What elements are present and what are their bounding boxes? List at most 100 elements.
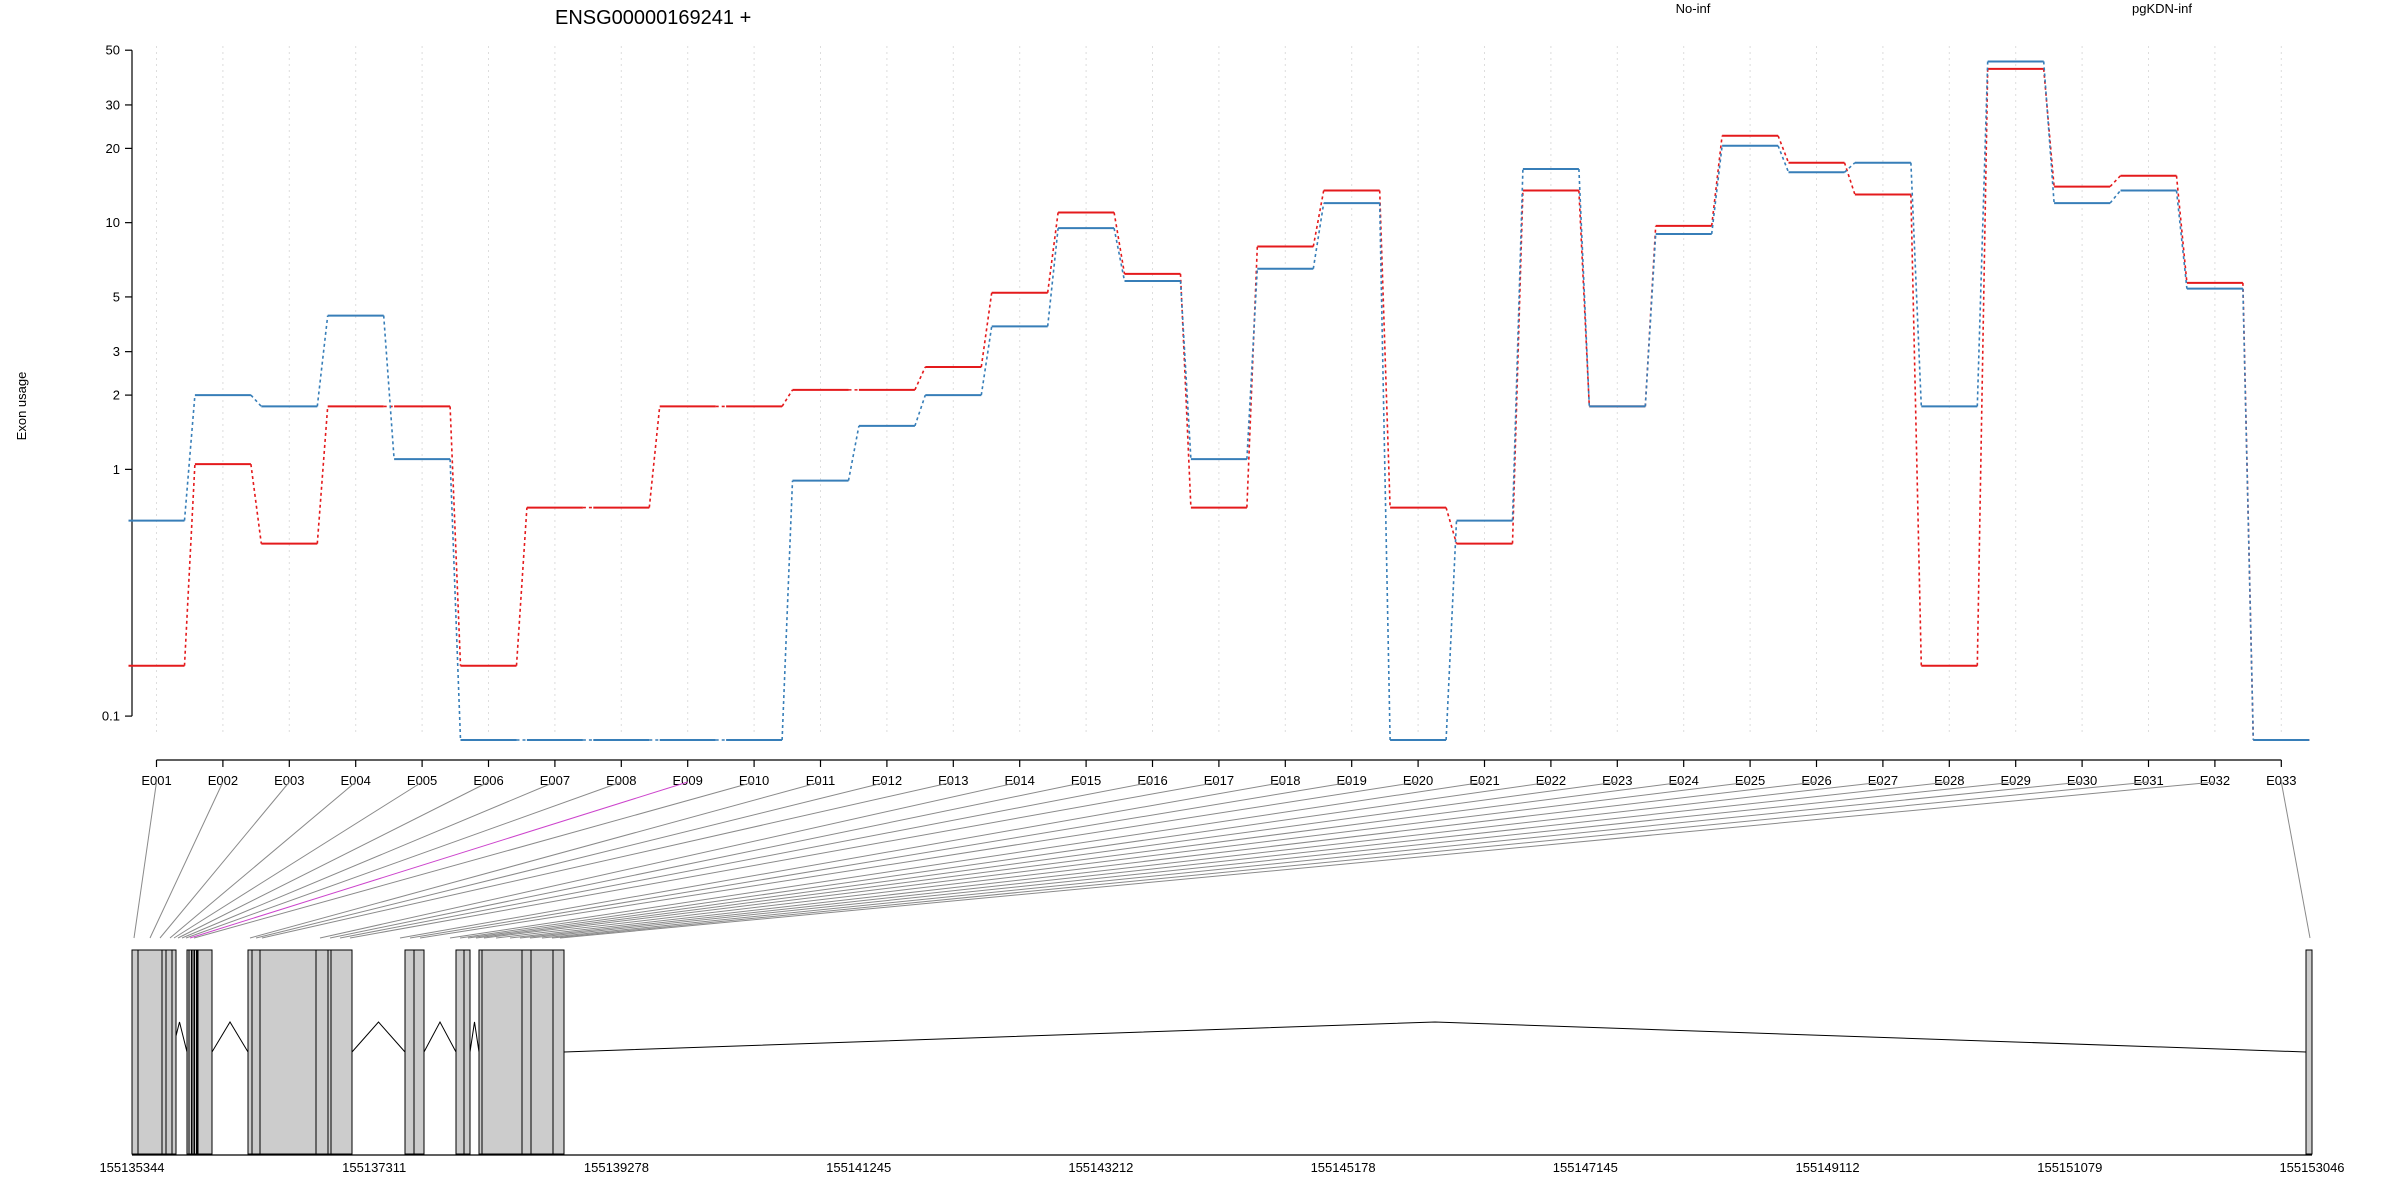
series-transition <box>1511 168 1524 521</box>
exon-connector <box>261 781 954 939</box>
series-transition <box>183 395 196 521</box>
x-tick-label: E029 <box>2001 773 2031 788</box>
series-transition <box>1910 162 1923 407</box>
x-tick-label: E031 <box>2133 773 2163 788</box>
series-pgKDN-inf <box>128 60 2310 741</box>
exon-connector <box>467 781 1618 939</box>
x-tick-label: E016 <box>1137 773 1167 788</box>
series-transition <box>183 464 196 666</box>
exon-connectors <box>133 781 2311 939</box>
exon-block <box>521 949 532 1155</box>
genome-coordinate-axis: 155135344 155137311 155139278 155141245 1551… <box>99 1154 2345 1175</box>
gene-model <box>131 949 2313 1155</box>
genome-tick-label: 155151079 <box>2037 1160 2102 1175</box>
legend-pgkdn-inf: pgKDN-inf <box>2132 1 2192 16</box>
intron-line <box>423 1020 457 1053</box>
exon-block <box>463 949 471 1155</box>
vertical-grid <box>156 46 2282 736</box>
y-tick-label: 3 <box>113 344 120 359</box>
exon-connector <box>559 781 2215 939</box>
series-transition <box>1843 162 1856 173</box>
exon-block <box>251 949 261 1155</box>
y-tick-label: 20 <box>106 141 120 156</box>
exon-block <box>315 949 329 1155</box>
y-tick-label: 30 <box>106 97 120 112</box>
series-transition <box>1246 246 1259 508</box>
exon-block <box>2305 949 2313 1155</box>
series-transition <box>980 292 993 368</box>
x-tick-label: E001 <box>141 773 171 788</box>
x-tick-label: E026 <box>1801 773 1831 788</box>
exon-connector <box>529 781 2016 939</box>
x-tick-label: E011 <box>806 773 835 788</box>
x-axis: E001 E002 E003 E004 E005 E006 E007 E008 E009 E010… <box>141 759 2296 788</box>
x-tick-label: E030 <box>2067 773 2097 788</box>
series-transition <box>781 389 794 407</box>
plot-series <box>128 60 2310 741</box>
genome-tick-label: 155135344 <box>99 1160 164 1175</box>
exon-connector <box>419 781 1419 939</box>
exon-block <box>194 950 195 1154</box>
series-transition <box>1113 227 1126 282</box>
series-transition <box>449 406 462 666</box>
exon-block <box>247 949 253 1155</box>
series-transition <box>2175 190 2188 289</box>
y-axis-label: Exon usage <box>14 372 29 441</box>
series-transition <box>1179 273 1192 508</box>
exon-connector <box>329 781 1087 939</box>
x-tick-label: E023 <box>1602 773 1632 788</box>
x-tick-label: E005 <box>407 773 437 788</box>
x-tick-label: E022 <box>1536 773 1566 788</box>
exon-connector <box>189 781 688 939</box>
series-transition <box>1378 190 1391 508</box>
y-tick-label: 2 <box>113 388 120 403</box>
genome-tick-label: 155137311 <box>342 1160 406 1175</box>
exon-connector <box>483 781 1751 939</box>
genome-tick-label: 155139278 <box>584 1160 649 1175</box>
exon-connector <box>159 781 290 939</box>
series-transition <box>1910 194 1923 666</box>
x-tick-label: E010 <box>739 773 769 788</box>
x-tick-label: E019 <box>1337 773 1367 788</box>
x-tick-label: E033 <box>2266 773 2296 788</box>
series-transition <box>449 459 462 741</box>
exon-block <box>404 949 415 1155</box>
exon-connector <box>169 781 357 939</box>
exon-connector <box>2280 781 2311 939</box>
exon-connector <box>339 781 1153 939</box>
series-transition <box>847 425 860 481</box>
series-transition <box>1246 268 1259 460</box>
exon-connector <box>449 781 1485 939</box>
x-tick-label: E018 <box>1270 773 1300 788</box>
series-transition <box>1312 202 1325 269</box>
exon-block <box>413 949 425 1155</box>
series-transition <box>250 464 263 544</box>
x-tick-label: E025 <box>1735 773 1765 788</box>
series-transition <box>2242 288 2255 741</box>
exon-block <box>165 949 173 1155</box>
chart-title: ENSG00000169241 + <box>555 7 751 29</box>
exon-connector <box>133 781 157 939</box>
exon-block <box>330 949 353 1155</box>
x-tick-label: E017 <box>1204 773 1234 788</box>
exon-connector <box>409 781 1352 939</box>
y-tick-label: 1 <box>113 462 120 477</box>
exon-block <box>455 949 465 1155</box>
series-transition <box>1445 520 1458 741</box>
y-tick-label: 0.1 <box>102 709 120 724</box>
x-tick-label: E020 <box>1403 773 1433 788</box>
exon-connector <box>193 781 755 939</box>
exon-connector <box>519 781 1950 939</box>
series-transition <box>1777 135 1790 163</box>
exon-connector <box>349 781 1219 939</box>
legend-no-inf: No-inf <box>1676 1 1711 16</box>
series-transition <box>515 507 528 666</box>
series-transition <box>1046 212 1059 293</box>
genome-tick-label: 155149112 <box>1796 1160 1860 1175</box>
exon-block <box>191 950 192 1154</box>
x-tick-label: E015 <box>1071 773 1101 788</box>
exon-connector <box>181 781 556 939</box>
exon-connector <box>185 781 622 939</box>
exon-block <box>171 949 177 1155</box>
intron-line <box>211 1021 249 1053</box>
